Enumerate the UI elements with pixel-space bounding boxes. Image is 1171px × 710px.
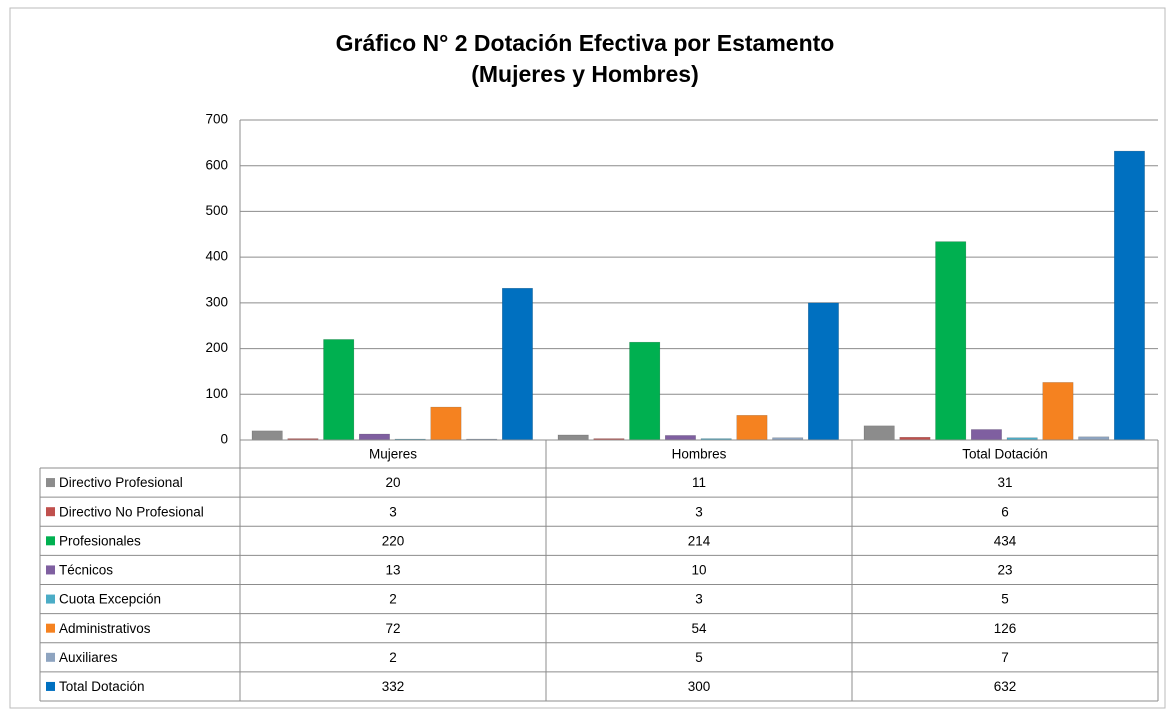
legend-swatch <box>46 565 55 575</box>
bar <box>557 434 589 441</box>
y-tick-label: 600 <box>205 157 228 172</box>
table-value: 126 <box>994 621 1017 636</box>
table-value: 7 <box>1001 650 1009 665</box>
legend-label: Técnicos <box>59 563 113 578</box>
bar <box>935 241 967 441</box>
legend-swatch <box>46 652 55 662</box>
table-value: 2 <box>389 592 397 607</box>
x-tick-label: Hombres <box>672 447 727 462</box>
bar <box>863 425 895 441</box>
y-tick-label: 200 <box>205 340 228 355</box>
table-value: 3 <box>695 592 703 607</box>
y-tick-label: 700 <box>205 112 228 127</box>
legend-swatch <box>46 478 55 488</box>
legend-label: Profesionales <box>59 533 141 548</box>
legend-label: Auxiliares <box>59 650 118 665</box>
table-value: 5 <box>1001 592 1009 607</box>
table-value: 72 <box>385 621 400 636</box>
table-value: 220 <box>382 533 405 548</box>
legend-swatch <box>46 681 55 691</box>
table-value: 3 <box>389 504 397 519</box>
chart-subtitle: (Mujeres y Hombres) <box>471 61 699 87</box>
legend-swatch <box>46 536 55 546</box>
chart-frame <box>9 7 1166 709</box>
legend-label: Directivo Profesional <box>59 475 183 490</box>
y-tick-label: 300 <box>205 294 228 309</box>
bar <box>665 435 696 441</box>
y-tick-label: 100 <box>205 386 228 401</box>
table-value: 300 <box>688 679 711 694</box>
table-value: 23 <box>997 563 1012 578</box>
legend-swatch <box>46 594 55 604</box>
bar <box>736 415 768 441</box>
table-value: 31 <box>997 475 1012 490</box>
bar <box>808 302 839 441</box>
bar <box>251 430 283 441</box>
bar <box>629 341 661 441</box>
table-value: 13 <box>385 563 400 578</box>
x-tick-label: Total Dotación <box>962 447 1048 462</box>
legend-label: Directivo No Profesional <box>59 504 204 519</box>
chart-title: Gráfico N° 2 Dotación Efectiva por Estam… <box>336 30 835 56</box>
table-value: 2 <box>389 650 397 665</box>
legend-label: Administrativos <box>59 621 151 636</box>
x-tick-label: Mujeres <box>369 447 417 462</box>
legend-label: Cuota Excepción <box>59 592 161 607</box>
bar <box>1114 150 1145 441</box>
bar <box>323 339 355 441</box>
bar <box>359 433 390 441</box>
table-value: 434 <box>994 533 1017 548</box>
bar <box>1042 382 1074 441</box>
y-tick-label: 0 <box>220 432 228 447</box>
bar <box>971 429 1002 441</box>
table-value: 11 <box>692 475 706 490</box>
table-value: 5 <box>695 650 703 665</box>
y-tick-label: 500 <box>205 203 228 218</box>
legend-label: Total Dotación <box>59 679 145 694</box>
bar <box>430 406 462 441</box>
table-value: 6 <box>1001 504 1009 519</box>
table-value: 632 <box>994 679 1017 694</box>
table-value: 332 <box>382 679 405 694</box>
bar <box>502 287 533 441</box>
table-value: 20 <box>385 475 400 490</box>
table-value: 10 <box>691 563 706 578</box>
table-value: 3 <box>695 504 703 519</box>
table-value: 214 <box>688 533 711 548</box>
y-tick-label: 400 <box>205 249 228 264</box>
legend-swatch <box>46 623 55 633</box>
legend-swatch <box>46 507 55 517</box>
table-value: 54 <box>691 621 707 636</box>
